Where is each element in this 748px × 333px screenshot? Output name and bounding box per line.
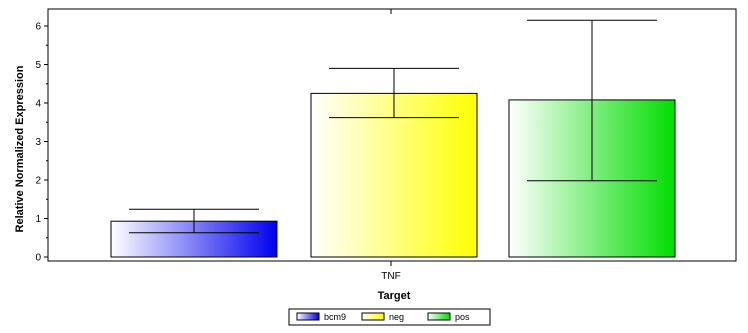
x-tick-label: TNF: [381, 271, 400, 282]
legend-swatch: [427, 312, 451, 321]
y-tick-label: 5: [35, 60, 41, 71]
y-tick-label: 4: [35, 99, 41, 110]
legend-item-pos: pos: [427, 312, 470, 322]
y-tick-label: 3: [35, 137, 41, 148]
error-bar-pos: [527, 19, 657, 182]
y-tick-label: 2: [35, 176, 41, 187]
y-tick-label: 6: [35, 22, 41, 33]
x-axis: TNF: [381, 261, 401, 282]
y-tick-label: 0: [35, 253, 41, 264]
legend-swatch: [296, 312, 320, 321]
legend: bcm9 neg pos: [288, 308, 491, 326]
legend-label: pos: [455, 312, 470, 322]
error-bar-bcm9: [129, 208, 259, 234]
x-axis-title: Target: [378, 290, 411, 302]
error-bar-neg: [329, 67, 459, 119]
y-axis: 0 1 2 3 4 5 6: [35, 22, 48, 264]
legend-label: bcm9: [324, 312, 346, 322]
legend-item-bcm9: bcm9: [296, 312, 346, 322]
legend-item-neg: neg: [361, 312, 404, 322]
bar-neg: [310, 92, 478, 258]
y-axis-title: Relative Normalized Expression: [14, 65, 26, 232]
legend-swatch: [361, 312, 385, 321]
plot-area: [47, 8, 737, 262]
y-tick-label: 1: [35, 214, 41, 225]
legend-label: neg: [389, 312, 404, 322]
